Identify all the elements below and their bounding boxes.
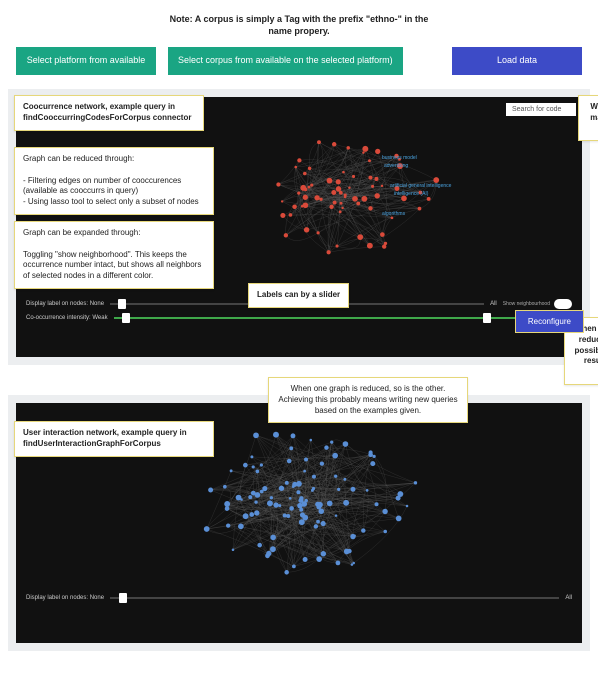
node-label: business model — [382, 155, 417, 161]
neighborhood-toggle[interactable] — [554, 299, 572, 309]
label-slider-end: All — [490, 301, 497, 307]
labels-annotation: Labels can by a slider — [248, 283, 349, 308]
intensity-slider-label: Co-occurrence intensity: Weak — [26, 315, 108, 321]
interaction-panel: When one graph is reduced, so is the oth… — [8, 395, 590, 651]
node-label: advertising — [384, 163, 408, 169]
cooccurrence-panel: Coocurrence network, example query in fi… — [8, 89, 590, 365]
label-slider-label-2: Display label on nodes: None — [26, 595, 104, 601]
neighborhood-toggle-label: Show neighbourhood — [503, 301, 550, 307]
corpus-note: Note: A corpus is simply a Tag with the … — [159, 14, 439, 37]
intensity-slider[interactable] — [114, 317, 549, 319]
node-label: algorithms — [382, 211, 405, 217]
link-annotation: When one graph is reduced, so is the oth… — [268, 377, 468, 423]
select-corpus-button[interactable]: Select corpus from available on the sele… — [168, 47, 403, 75]
controls-area-2: Display label on nodes: None All — [22, 589, 576, 609]
label-slider-label: Display label on nodes: None — [26, 301, 104, 307]
title-annotation: Coocurrence network, example query in fi… — [14, 95, 204, 131]
reconfigure-button[interactable]: Reconfigure — [515, 310, 584, 333]
search-input[interactable]: Search for code — [506, 103, 576, 116]
node-label: artificial general intelligence — [390, 183, 451, 189]
reduce-annotation: Graph can be reduced through: - Filterin… — [14, 147, 214, 215]
label-slider-end-2: All — [565, 595, 572, 601]
select-platform-button[interactable]: Select platform from available — [16, 47, 156, 75]
interaction-network-box: User interaction network, example query … — [16, 403, 582, 643]
node-label: intelligence (AI) — [394, 191, 428, 197]
load-data-button[interactable]: Load data — [452, 47, 582, 75]
button-row: Select platform from available Select co… — [8, 47, 590, 75]
expand-annotation: Graph can be expanded through: Toggling … — [14, 221, 214, 289]
cooccurrence-network-box: Coocurrence network, example query in fi… — [16, 97, 582, 357]
search-annotation: When searching, all matching nodes are h… — [578, 95, 598, 141]
title-annotation-2: User interaction network, example query … — [14, 421, 214, 457]
label-slider-2[interactable] — [110, 597, 559, 599]
